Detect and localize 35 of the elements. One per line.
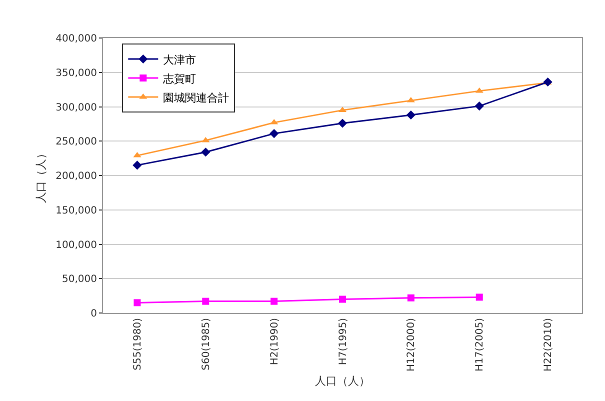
point [339,296,346,303]
y-tick-label: 300,000 [56,102,97,114]
x-tick-label: S60(1985) [200,318,212,370]
point [201,148,210,157]
x-tick-label: S55(1980) [132,318,144,370]
point [202,298,210,305]
legend-label: 大津市 [163,53,196,66]
point [406,110,416,120]
point [132,160,142,170]
y-tick-label: 0 [90,308,97,320]
x-tick-label: H12(2000) [406,318,418,372]
point [134,299,141,306]
y-tick-label: 150,000 [56,205,97,216]
legend-label: 園城関連合計 [163,91,230,104]
point [474,102,484,111]
y-tick-label: 100,000 [56,240,97,251]
y-tick-label: 250,000 [56,136,97,148]
x-tick-label: H22(2010) [543,318,554,372]
point [270,298,278,305]
y-tick-label: 200,000 [56,171,97,182]
point [202,136,210,142]
y-tick-label: 50,000 [62,274,97,286]
x-tick-label: H2(1990) [269,318,280,366]
y-tick-label: 350,000 [56,68,97,79]
x-tick-label: H7(1995) [338,318,349,366]
x-axis-title: 人口（人） [315,374,370,388]
point [338,118,348,128]
legend-label: 志賀町 [163,72,196,86]
x-tick-label: H17(2005) [474,318,486,372]
point [475,87,484,93]
point [476,294,483,301]
point [407,294,414,302]
y-axis-title: 人口（人） [34,148,48,203]
y-tick-label: 400,000 [56,34,97,44]
point [270,129,279,138]
